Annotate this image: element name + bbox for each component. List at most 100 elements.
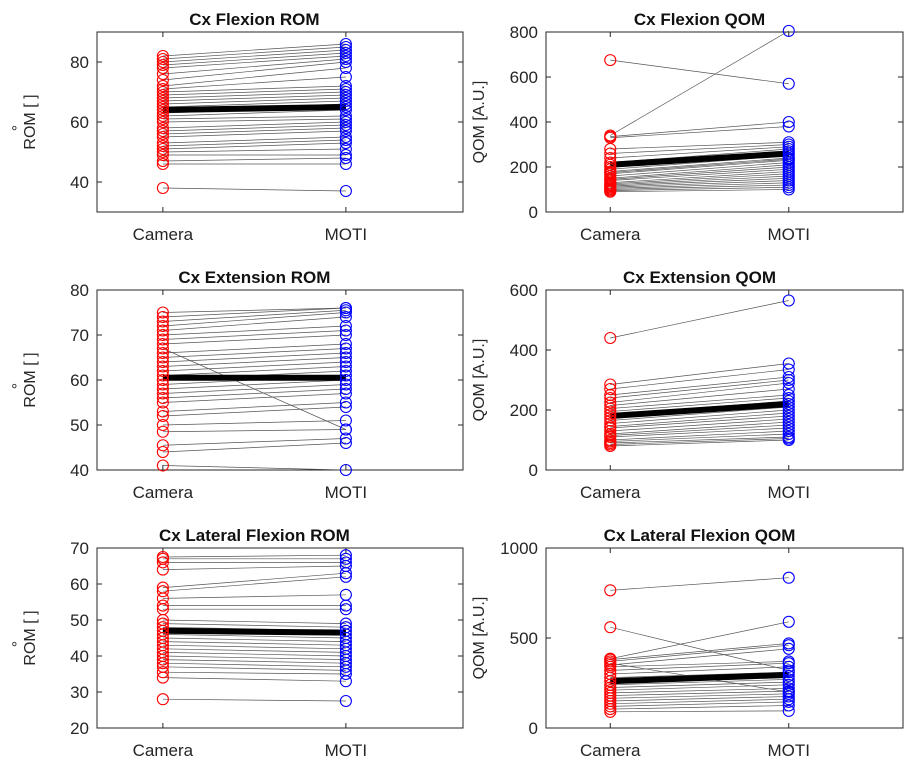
subject-pair-line (162, 594, 346, 599)
moti-marker (339, 310, 352, 324)
subject-pair-line (162, 429, 346, 433)
camera-marker (156, 373, 169, 387)
moti-marker (339, 423, 352, 436)
camera-marker (156, 91, 169, 105)
camera-marker (604, 430, 617, 444)
camera-marker (156, 103, 169, 117)
moti-marker (782, 673, 795, 686)
moti-marker (339, 124, 352, 138)
moti-marker (782, 406, 795, 420)
subject-pair-line (162, 67, 346, 87)
subject-pair-line (610, 439, 789, 447)
subject-pair-line (162, 565, 346, 570)
subject-pair-line (162, 666, 346, 671)
moti-marker (782, 294, 795, 307)
moti-marker (339, 184, 352, 198)
subject-pair-line (610, 643, 789, 660)
subject-pair-line (162, 124, 346, 132)
subject-pair-line (162, 572, 346, 588)
moti-marker (339, 91, 352, 105)
moti-marker (782, 642, 795, 655)
subject-pair-line (162, 316, 346, 331)
mean-line (162, 104, 346, 113)
subject-pair-line (162, 348, 346, 358)
camera-marker (156, 154, 169, 168)
moti-marker (339, 346, 352, 360)
mean-line (610, 671, 789, 685)
camera-marker (156, 369, 169, 382)
subject-pair-line (610, 369, 789, 390)
subject-pair-line (610, 696, 789, 702)
subject-pair-line (610, 126, 789, 139)
camera-marker (156, 61, 169, 75)
y-axis-label: ROM [ ] (22, 94, 39, 149)
y-tick-label: 1000 (500, 539, 538, 558)
camera-marker (156, 418, 169, 432)
subject-pair-line (162, 343, 346, 354)
subject-pair-line (610, 710, 789, 713)
subject-pair-line (162, 307, 346, 318)
moti-marker (782, 391, 795, 405)
camera-marker (156, 121, 169, 135)
y-tick-label: 50 (70, 611, 89, 630)
camera-marker (604, 402, 617, 415)
subplot-2: Cx Flexion QOM 0 200 400 600 800 Camera MOTI QOM… (471, 10, 904, 244)
moti-marker (339, 337, 352, 351)
y-tick-label: 800 (510, 23, 538, 42)
camera-marker (156, 52, 169, 66)
moti-marker (339, 148, 352, 162)
moti-marker (339, 136, 352, 150)
camera-marker (156, 148, 169, 162)
camera-marker (156, 445, 169, 459)
subject-pair-line (162, 406, 346, 417)
x-tick-label: Camera (580, 483, 641, 502)
x-tick-label: MOTI (325, 225, 368, 244)
camera-marker (156, 112, 169, 126)
subject-pair-line (162, 442, 346, 453)
camera-marker (156, 581, 169, 594)
subject-pair-line (162, 58, 346, 75)
subject-pair-line (162, 325, 346, 336)
camera-marker (604, 671, 617, 684)
moti-marker (782, 382, 795, 396)
moti-marker (339, 61, 352, 75)
subject-pair-line (162, 420, 346, 426)
camera-marker (156, 157, 169, 171)
camera-marker (156, 550, 169, 564)
camera-marker (604, 675, 617, 688)
moti-marker (339, 364, 352, 378)
camera-marker (156, 127, 169, 141)
subject-pair-line (162, 76, 346, 90)
subject-pair-line (162, 136, 346, 144)
subject-pair-line (610, 363, 789, 385)
y-tick-label: 40 (70, 173, 89, 192)
moti-marker (339, 355, 352, 369)
moti-marker (782, 370, 795, 384)
moti-marker (782, 678, 795, 691)
subplot-5: Cx Lateral Flexion ROM 20 30 40 50 60 70 Camera… (10, 526, 464, 760)
moti-marker (782, 409, 795, 423)
subject-pair-line (162, 554, 346, 558)
subject-pair-line (162, 634, 346, 639)
moti-marker (782, 695, 795, 708)
y-tick-label: 80 (70, 281, 89, 300)
moti-marker (339, 621, 352, 634)
moti-marker (782, 77, 795, 90)
plot-title: Cx Extension QOM (623, 268, 776, 287)
camera-marker (156, 124, 169, 138)
moti-marker (339, 70, 352, 84)
degree-symbol: ° (10, 383, 27, 389)
subject-pair-line (610, 397, 789, 412)
camera-marker (156, 333, 169, 346)
moti-marker (339, 588, 352, 601)
moti-marker (339, 115, 352, 129)
moti-marker (782, 687, 795, 700)
moti-marker (782, 373, 795, 387)
camera-marker (156, 360, 169, 373)
y-tick-label: 70 (70, 539, 89, 558)
subplot-1: Cx Flexion ROM 40 60 80 Camera MOTI ROM [ ]° (10, 10, 464, 244)
subject-pair-line (162, 187, 346, 192)
camera-marker (156, 409, 169, 423)
camera-marker (156, 387, 169, 400)
y-tick-label: 0 (529, 203, 538, 222)
